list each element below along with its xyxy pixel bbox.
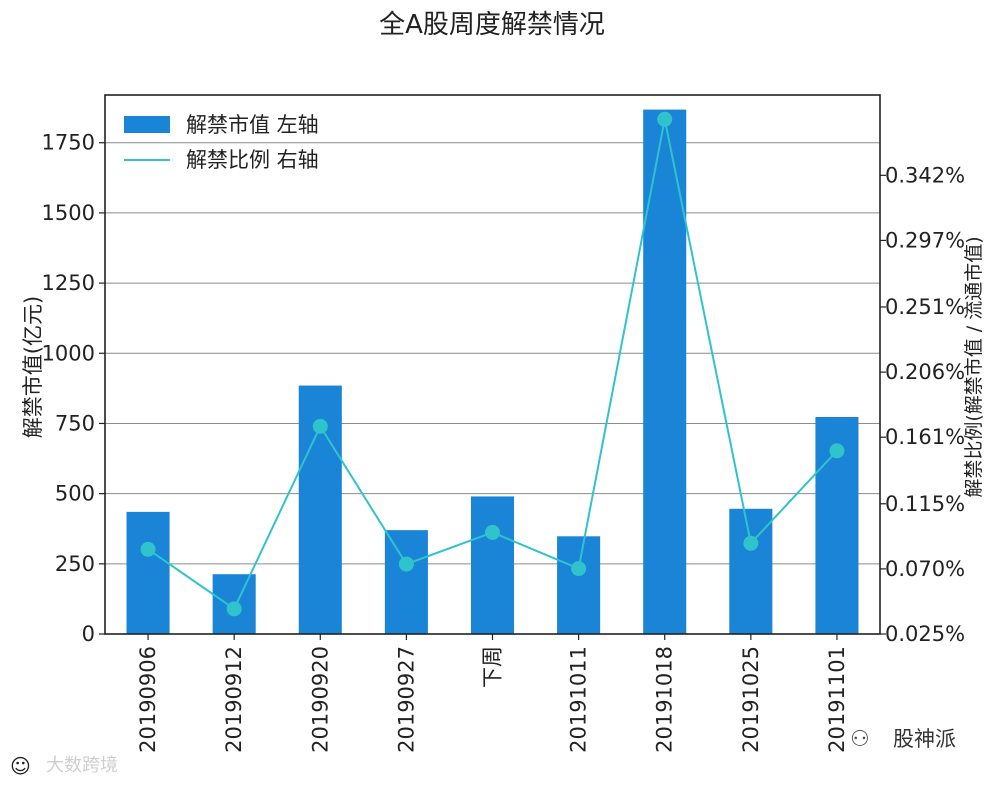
left-tick-label: 1000 — [42, 341, 95, 365]
ratio-point-20190927 — [398, 556, 414, 572]
x-tick-label: 20191011 — [567, 646, 591, 753]
right-tick-label: 0.342% — [885, 163, 965, 187]
right-tick-label: 0.206% — [885, 360, 965, 384]
left-axis-ticks: 0 250 500 750 1000 1250 1500 1750 — [42, 131, 105, 646]
left-tick-label: 1250 — [42, 271, 95, 295]
left-tick-label: 250 — [55, 552, 95, 576]
left-tick-label: 750 — [55, 411, 95, 435]
right-tick-label: 0.115% — [885, 492, 965, 516]
bar-20191025 — [729, 508, 773, 634]
x-tick-label: 20190920 — [308, 646, 332, 753]
left-tick-label: 1500 — [42, 201, 95, 225]
legend-bar-swatch — [124, 116, 170, 133]
chart-title: 全A股周度解禁情况 — [379, 10, 605, 40]
right-tick-label: 0.161% — [885, 425, 965, 449]
ratio-point-20191025 — [743, 535, 759, 551]
watermark-right: ⚇ 股神派 — [850, 727, 956, 752]
ratio-point-20191101 — [829, 443, 845, 459]
left-axis-label: 解禁市值(亿元) — [21, 296, 45, 438]
x-tick-label: 下周 — [481, 646, 505, 688]
legend-line-label: 解禁比例 右轴 — [186, 148, 319, 172]
x-tick-label: 20191101 — [825, 646, 849, 753]
legend: 解禁市值 左轴 解禁比例 右轴 — [124, 113, 319, 172]
right-tick-label: 0.070% — [885, 557, 965, 581]
x-axis-ticks: 20190906 20190912 20190920 20190927 下周 201910… — [136, 634, 849, 753]
x-tick-label: 20190906 — [136, 646, 160, 753]
watermark-icon: ☺ — [10, 754, 31, 778]
right-axis-ticks: 0.025% 0.070% 0.115% 0.161% 0.206% 0.251% 0.29… — [880, 163, 965, 646]
bar-20190927 — [384, 530, 428, 634]
left-tick-label: 500 — [55, 482, 95, 506]
right-tick-label: 0.251% — [885, 295, 965, 319]
ratio-point-下周 — [485, 524, 500, 540]
right-axis-label: 解禁比例(解禁市值 / 流通市值) — [963, 236, 985, 497]
x-tick-label: 20191018 — [653, 646, 677, 753]
legend-bar-label: 解禁市值 左轴 — [186, 113, 319, 137]
ratio-point-20190906 — [140, 541, 156, 557]
x-tick-label: 20190927 — [394, 646, 418, 753]
right-tick-label: 0.025% — [885, 622, 965, 646]
left-tick-label: 1750 — [42, 131, 95, 155]
ratio-point-20190920 — [312, 418, 328, 434]
wechat-icon: ⚇ — [850, 727, 870, 752]
x-tick-label: 20191025 — [739, 646, 763, 753]
ratio-point-20190912 — [226, 601, 242, 617]
gridlines — [105, 142, 880, 565]
bar-series — [126, 109, 859, 635]
watermark-right-text: 股神派 — [893, 727, 956, 751]
bar-20191011 — [557, 536, 601, 634]
left-tick-label: 0 — [82, 622, 95, 646]
ratio-point-20191018 — [657, 111, 673, 127]
ratio-point-20191011 — [571, 561, 587, 577]
bar-20191018 — [643, 109, 687, 635]
bar-20190906 — [126, 511, 170, 634]
x-tick-label: 20190912 — [222, 646, 246, 753]
right-tick-label: 0.297% — [885, 228, 965, 252]
line-series — [140, 111, 845, 617]
bar-下周 — [470, 496, 515, 634]
watermark-left-text: 大数跨境 — [46, 755, 118, 776]
watermark-left: ☺ 大数跨境 — [10, 754, 118, 778]
